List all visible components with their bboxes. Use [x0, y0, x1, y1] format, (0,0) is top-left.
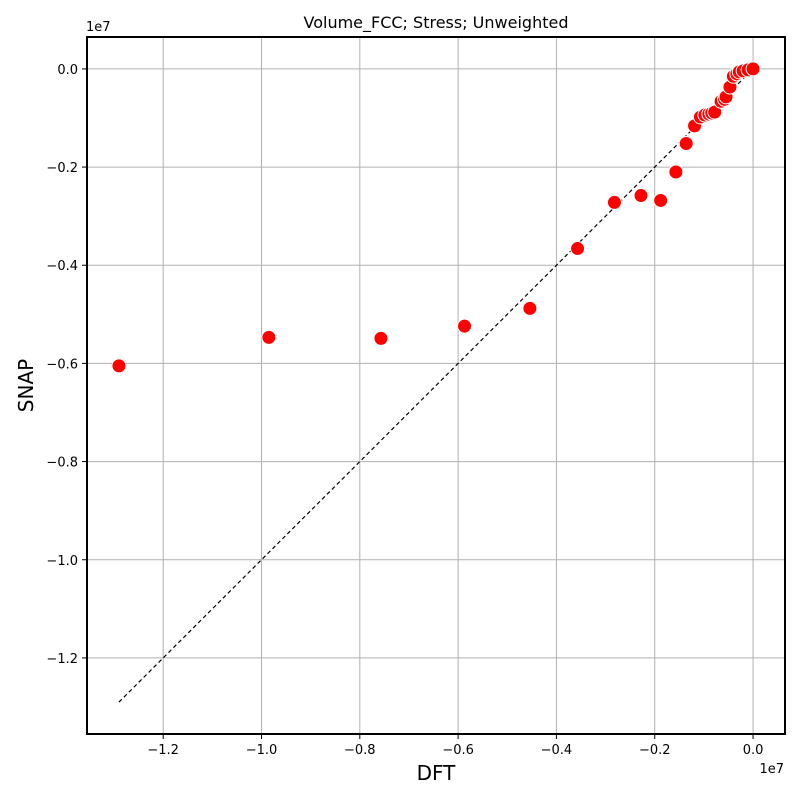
y-tick-label: −0.8: [46, 456, 78, 471]
x-tick-label: −0.4: [541, 743, 573, 758]
grid: [87, 37, 785, 734]
data-point: [522, 300, 538, 316]
x-tick-label: 0.0: [743, 743, 764, 758]
identity-reference-line: [118, 68, 754, 703]
reference-line-layer: [118, 68, 754, 703]
data-point: [668, 164, 684, 180]
y-tick-label: −1.0: [46, 554, 78, 569]
data-point: [653, 192, 669, 208]
data-point: [745, 61, 761, 77]
data-point: [457, 318, 473, 334]
data-point: [373, 330, 389, 346]
data-point: [606, 194, 622, 210]
x-axis-exponent-label: 1e7: [759, 762, 784, 777]
x-tick-label: −0.8: [344, 743, 376, 758]
x-tick-label: −1.0: [246, 743, 278, 758]
points-layer: [111, 61, 761, 374]
y-tick-label: −0.2: [46, 161, 78, 176]
x-axis-label: DFT: [417, 761, 457, 785]
y-axis-exponent-label: 1e7: [86, 20, 111, 35]
y-axis-ticks: 0.0 −0.2 −0.4 −0.6 −0.8 −1.0 −1.2: [46, 63, 87, 667]
data-point: [678, 136, 694, 152]
x-tick-label: −1.2: [147, 743, 179, 758]
x-tick-label: −0.2: [639, 743, 671, 758]
y-tick-label: −1.2: [46, 652, 78, 667]
data-point: [111, 358, 127, 374]
y-tick-label: 0.0: [57, 63, 78, 78]
y-axis-label: SNAP: [14, 359, 38, 412]
y-tick-label: −0.4: [46, 259, 78, 274]
y-tick-label: −0.6: [46, 357, 78, 372]
x-axis-ticks: −1.2 −1.0 −0.8 −0.6 −0.4 −0.2 0.0: [147, 734, 763, 758]
x-tick-label: −0.6: [442, 743, 474, 758]
chart-title: Volume_FCC; Stress; Unweighted: [304, 13, 569, 33]
plot-frame: [86, 36, 786, 735]
data-point: [633, 188, 649, 204]
data-point: [261, 329, 277, 345]
data-point: [570, 241, 586, 257]
